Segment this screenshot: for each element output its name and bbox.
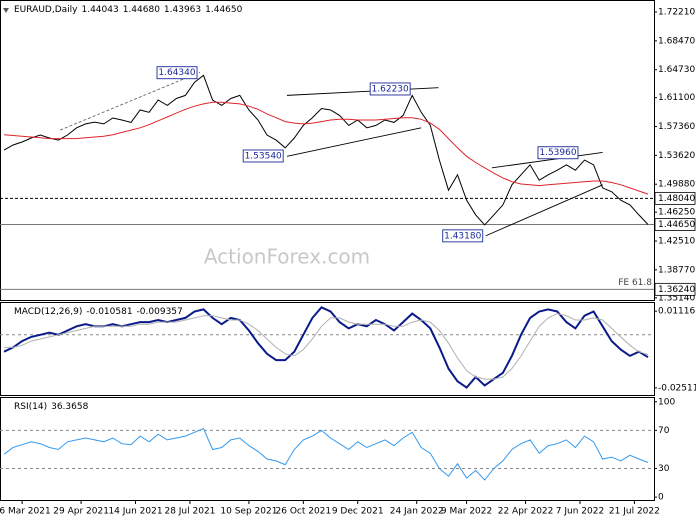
price-label: 1.64340 [158, 68, 195, 78]
trendline [491, 151, 603, 169]
price-box [654, 282, 696, 296]
x-tick-label: 7 Jun 2022 [556, 507, 604, 517]
trendline [60, 71, 201, 131]
x-tick-label: 26 Oct 2021 [276, 507, 332, 517]
price-label-box [369, 82, 411, 96]
series-line [3, 306, 649, 389]
y-tick-label: 70 [658, 426, 670, 436]
x-tick-label: 28 Jul 2021 [164, 507, 215, 517]
panel-header: RSI(14) 36.3658 [14, 402, 89, 412]
price-label-box [537, 146, 579, 160]
panel-title: EURAUD,Daily [14, 5, 78, 15]
trendline [286, 87, 439, 96]
price-label-box [156, 66, 198, 80]
price-box [654, 191, 696, 205]
y-tick-label: 1.64730 [658, 65, 695, 75]
price-label-box [442, 229, 484, 243]
panel-readout: 36.3658 [51, 402, 88, 412]
y-tick-label: 1.49880 [658, 180, 695, 190]
price-label: 1.53540 [245, 151, 282, 161]
panel-readout: 1.44043 [81, 5, 118, 15]
trendline [286, 127, 422, 157]
panel-readout: 1.44650 [205, 5, 242, 15]
panel-title: RSI(14) [14, 402, 47, 412]
x-tick-label: 24 Jan 2022 [390, 507, 444, 517]
series-line [3, 101, 649, 195]
x-tick-label: 22 Apr 2022 [498, 507, 554, 517]
y-tick-label: 1.35140 [658, 293, 695, 303]
x-tick-label: 10 Sep 2021 [220, 507, 277, 517]
price-box [654, 218, 696, 231]
y-tick-label: 0.011168 [658, 307, 696, 317]
panel-header: MACD(12,26,9) -0.010581 -0.009357 [14, 307, 183, 317]
series-line [4, 313, 649, 380]
y-tick-label: 1.46250 [658, 208, 695, 218]
price-box-label: 1.48040 [658, 194, 695, 204]
y-tick-label: 1.68470 [658, 36, 695, 46]
y-tick-label: 0 [658, 493, 664, 503]
x-tick-label: 29 Apr 2021 [53, 507, 109, 517]
panel-readout: 1.43963 [164, 5, 201, 15]
panel-header: EURAUD,Daily 1.44043 1.44680 1.43963 1.44650 [14, 5, 243, 15]
trendline [485, 184, 603, 237]
series-line [3, 427, 649, 481]
x-tick-label: 16 Mar 2021 [0, 507, 51, 517]
panel-readout: 1.44680 [123, 5, 160, 15]
price-box-label: 1.44650 [658, 220, 695, 230]
x-tick-label: 21 Jul 2022 [609, 507, 660, 517]
x-tick-label: 14 Jun 2021 [108, 507, 162, 517]
panel-title: MACD(12,26,9) [14, 307, 82, 317]
panel-readout: -0.009357 [137, 307, 183, 317]
y-tick-label: 1.38770 [658, 265, 695, 275]
price-label: 1.53960 [539, 148, 576, 158]
menu-icon [3, 8, 9, 13]
watermark: ActionForex.com [204, 245, 370, 269]
x-tick-label: 9 Mar 2022 [441, 507, 492, 517]
price-label: 1.62230 [372, 84, 409, 94]
price-label-box [242, 149, 284, 163]
series-line [3, 74, 649, 226]
price-label: 1.43180 [444, 231, 481, 241]
panel-frame [0, 0, 655, 301]
y-tick-label: 1.42510 [658, 237, 695, 247]
panel-readout: -0.010581 [86, 307, 132, 317]
y-tick-label: -0.025117 [658, 383, 696, 393]
y-tick-label: 30 [658, 464, 670, 474]
level-note: FE 61.8 [618, 278, 652, 288]
panel-frame [0, 302, 655, 396]
panel-frame [0, 397, 655, 501]
y-tick-label: 1.72210 [658, 8, 695, 18]
x-tick-label: 9 Dec 2021 [332, 507, 384, 517]
y-tick-label: 1.61100 [658, 93, 695, 103]
y-tick-label: 1.53620 [658, 151, 695, 161]
y-tick-label: 1.57360 [658, 122, 695, 132]
y-tick-label: 100 [658, 397, 675, 407]
price-box-label: 1.36240 [658, 285, 695, 295]
